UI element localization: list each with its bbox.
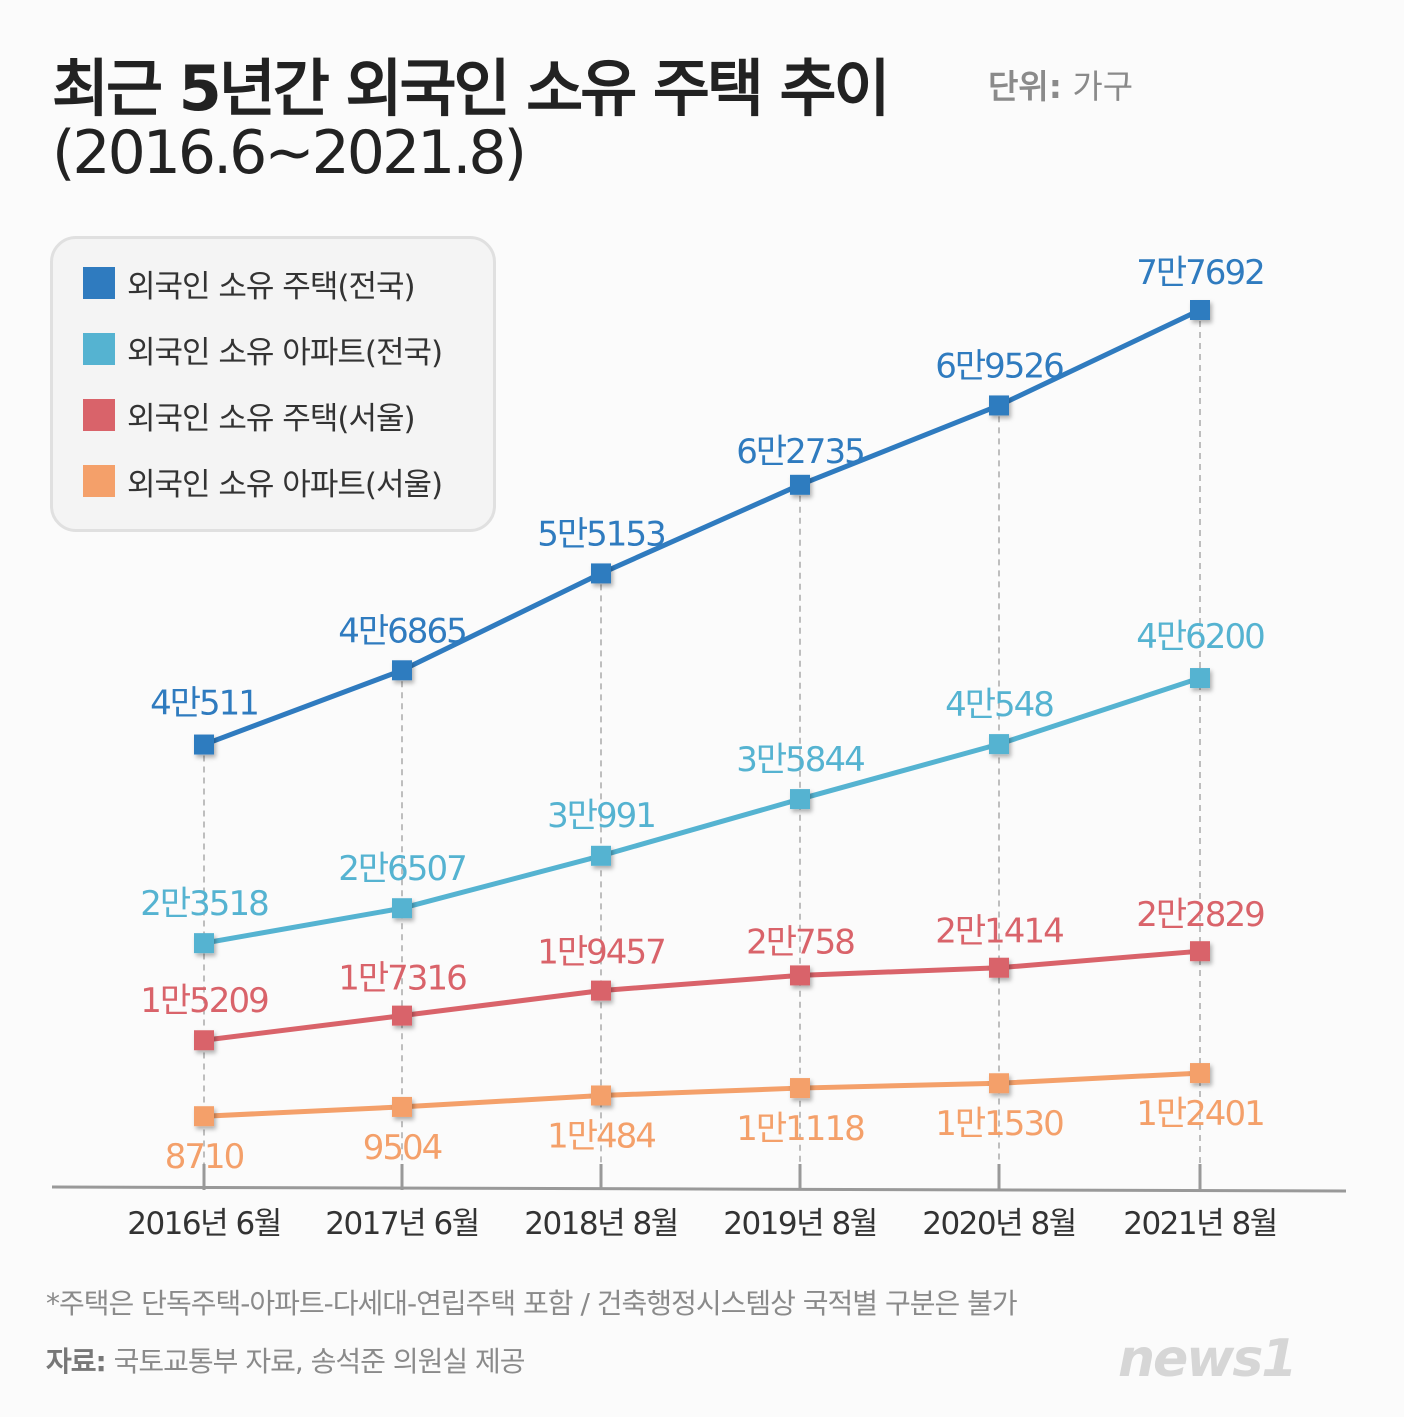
data-point [591, 563, 611, 584]
x-tick-label: 2020년 8월 [922, 1206, 1076, 1242]
legend-label: 외국인 소유 주택(전국) [127, 268, 416, 305]
data-point [790, 789, 810, 810]
chart-period: (2016.6~2021.8) [52, 118, 527, 188]
legend-label: 외국인 소유 주택(서울) [127, 400, 416, 437]
series-line-0 [203, 307, 1202, 747]
data-point [194, 1030, 214, 1051]
data-label: 2만758 [746, 922, 854, 962]
footnote: *주택은 단독주택-아파트-다세대-연립주택 포함 / 건축행정시스템상 국적별… [46, 1287, 1018, 1320]
data-label: 3만5844 [736, 740, 864, 780]
data-point [194, 734, 214, 755]
series-line-2 [203, 948, 1201, 1043]
data-point [1190, 1063, 1210, 1084]
x-tick-label: 2016년 6월 [127, 1206, 281, 1242]
data-label: 9504 [363, 1128, 442, 1168]
data-label: 6만9526 [935, 346, 1063, 386]
legend-swatch [83, 333, 115, 365]
chart-title: 최근 5년간 외국인 소유 주택 추이 [52, 52, 891, 125]
data-labels: 8710 9504 1만484 1만1118 1만1530 1만2401 1만5209 1만7… [140, 253, 1266, 1177]
series-line-3 [203, 1070, 1201, 1119]
legend-label: 외국인 소유 아파트(전국) [127, 334, 443, 371]
legend-item-series-1: 외국인 소유 아파트(전국) [83, 329, 443, 371]
x-axis-line [51, 1185, 1347, 1193]
data-label: 5만5153 [537, 514, 664, 554]
data-point [989, 734, 1009, 755]
data-point [989, 1073, 1009, 1094]
data-point [591, 1085, 611, 1106]
data-point [392, 660, 412, 681]
data-point [1190, 668, 1210, 689]
legend-swatch [83, 267, 115, 299]
data-label: 2만6507 [338, 849, 465, 889]
data-label: 1만1118 [736, 1109, 864, 1149]
data-label: 3만991 [547, 796, 655, 836]
source-note: 자료: 국토교통부 자료, 송석준 의원실 제공 [46, 1340, 526, 1380]
data-point [392, 1005, 412, 1026]
legend-swatch [83, 465, 115, 497]
legend-swatch [83, 399, 115, 431]
x-axis-ticks: 2016년 6월 2017년 6월 2018년 8월 2019년 8월 2020년 8월… [127, 1164, 1278, 1242]
data-label: 8710 [165, 1137, 244, 1177]
data-label: 1만1530 [935, 1104, 1063, 1144]
data-point [790, 965, 810, 986]
data-label: 4만6200 [1136, 617, 1264, 657]
series-line-1 [203, 675, 1201, 946]
legend-item-series-3: 외국인 소유 아파트(서울) [83, 461, 443, 503]
data-point [989, 957, 1009, 978]
series-group [194, 300, 1210, 1127]
data-label: 1만2401 [1136, 1094, 1263, 1134]
x-tick-label: 2019년 8월 [723, 1206, 877, 1242]
data-label: 2만1414 [935, 912, 1063, 952]
data-point [1190, 300, 1210, 320]
data-point [790, 474, 810, 495]
data-label: 7만7692 [1136, 253, 1263, 293]
data-point [392, 898, 412, 919]
data-label: 4만511 [150, 684, 258, 724]
logo-text: news1 [1118, 1329, 1295, 1389]
x-tick-label: 2021년 8월 [1123, 1206, 1277, 1242]
data-point [194, 933, 214, 954]
legend-item-series-0: 외국인 소유 주택(전국) [83, 263, 416, 305]
unit-label: 단위: [988, 67, 1062, 106]
data-point [591, 980, 611, 1001]
news1-logo: news1 [1118, 1329, 1297, 1389]
unit-note: 단위: 가구 [988, 60, 1133, 108]
data-label: 1만5209 [140, 981, 268, 1021]
data-point [392, 1096, 412, 1117]
data-point [989, 395, 1009, 416]
data-point [1190, 941, 1210, 962]
legend-item-series-2: 외국인 소유 주택(서울) [83, 395, 416, 437]
legend-label: 외국인 소유 아파트(서울) [127, 466, 443, 503]
data-label: 4만548 [945, 685, 1053, 725]
data-label: 6만2735 [736, 432, 863, 472]
source-label: 자료: [46, 1345, 107, 1378]
data-point [790, 1078, 810, 1099]
x-tick-label: 2018년 8월 [524, 1206, 678, 1242]
legend: 외국인 소유 주택(전국) 외국인 소유 아파트(전국) 외국인 소유 주택(서… [50, 236, 496, 532]
data-label: 2만2829 [1136, 895, 1264, 935]
data-label: 1만9457 [537, 933, 664, 973]
source-value: 국토교통부 자료, 송석준 의원실 제공 [113, 1345, 526, 1378]
x-tick-label: 2017년 6월 [325, 1206, 479, 1242]
unit-value: 가구 [1072, 67, 1134, 106]
data-label: 1만7316 [338, 959, 466, 999]
data-label: 1만484 [547, 1116, 655, 1156]
data-point [194, 1106, 214, 1127]
data-point [591, 845, 611, 866]
data-label: 2만3518 [140, 884, 268, 924]
data-label: 4만6865 [338, 611, 465, 651]
